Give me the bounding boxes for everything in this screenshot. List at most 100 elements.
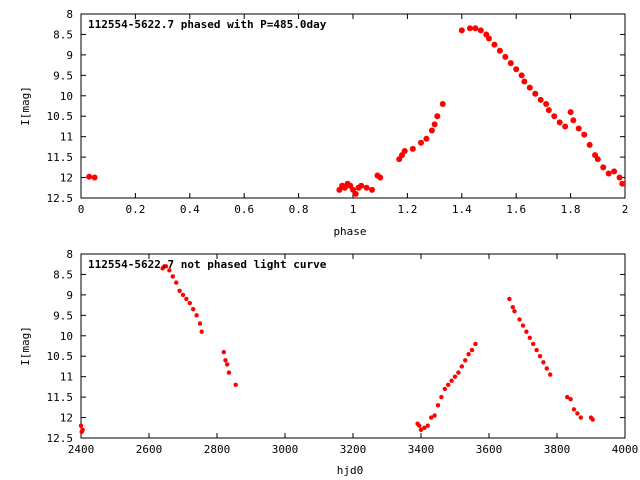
unphased-data-point [184,296,189,302]
phased-data-point [434,113,441,120]
unphased-data-point [469,347,475,353]
unphased-data-point [442,386,447,392]
unphased-data-point [177,288,182,293]
phased-data-point [86,173,93,180]
unphased-data-point [473,341,478,347]
unphased-x-tick-label: 2400 [68,443,95,456]
phased-data-point [513,66,520,73]
unphased-data-point [527,335,532,341]
unphased-data-point [466,351,471,357]
unphased-y-tick-label: 8.5 [53,268,73,281]
unphased-data-point [221,349,226,355]
phased-data-point [586,141,593,148]
unphased-y-tick-label: 8 [66,248,73,261]
unphased-y-tick-label: 12.5 [47,432,74,445]
unphased-x-tick-label: 3000 [272,443,299,456]
unphased-data-point [432,413,437,418]
phased-data-point [409,145,416,152]
unphased-data-point [578,415,583,420]
unphased-data-points [78,264,595,435]
unphased-x-tick-label: 3400 [408,443,435,456]
phased-data-point [401,147,408,154]
unphased-data-point [233,382,238,388]
phased-data-point [458,27,465,34]
unphased-data-point [417,423,422,428]
phased-data-point [369,186,376,193]
phased-data-point [507,60,514,67]
unphased-data-point [174,280,179,285]
phased-data-point [496,47,503,54]
unphased-data-point [425,423,430,428]
unphased-data-point [459,364,464,369]
unphased-data-point [507,296,512,302]
phased-data-point [575,125,582,132]
unphased-data-point [512,309,517,314]
phased-data-point [363,184,370,191]
unphased-data-point [435,403,441,408]
phased-data-point [611,168,618,175]
unphased-data-point [590,417,595,422]
phased-plot: 0 0.2 0.4 0.6 0.8 1 1.2 1.4 1.6 1.8 2 8 8.5 9 9.5 10 10… [19,8,628,238]
unphased-data-point [541,360,546,365]
unphased-x-ticks: 2400 2600 2800 3000 3200 3400 3600 3800 4000 [68,254,638,456]
unphased-data-point [565,394,570,400]
unphased-plot-title: 112554-5622.7 not phased light curve [88,258,327,271]
phased-data-point [428,127,435,134]
phased-x-tick-label: 0.2 [125,203,145,216]
phased-y-tick-label: 11.5 [47,151,74,164]
phased-data-point [91,174,98,181]
unphased-y-axis-label: I[mag] [19,326,32,366]
unphased-x-tick-label: 2800 [204,443,231,456]
phased-x-ticks: 0 0.2 0.4 0.6 0.8 1 1.2 1.4 1.6 1.8 2 [78,14,628,216]
unphased-y-tick-label: 10.5 [47,350,74,363]
unphased-y-tick-label: 10 [60,330,73,343]
unphased-data-point [510,304,515,310]
phased-x-tick-label: 0 [78,203,85,216]
unphased-data-point [531,341,536,347]
phased-x-axis-label: phase [333,225,366,238]
phased-data-point [439,100,446,107]
phased-x-tick-label: 1.4 [452,203,472,216]
unphased-data-point [223,358,228,363]
unphased-data-point [422,425,427,430]
phased-y-tick-label: 9.5 [53,69,73,82]
unphased-data-point [78,423,84,428]
unphased-data-point [191,307,196,312]
phased-data-point [605,170,612,177]
unphased-y-ticks: 8 8.5 9 9.5 10 10.5 11 11.5 12 12.5 [47,248,625,445]
unphased-data-point [575,411,580,416]
unphased-data-point [520,323,526,328]
phased-data-point [570,117,577,124]
unphased-x-tick-label: 3600 [476,443,503,456]
phased-plot-frame [80,13,626,199]
phased-y-tick-label: 8 [66,8,73,21]
unphased-data-point [537,354,543,359]
phased-data-point [537,96,544,103]
phased-y-tick-label: 10.5 [47,110,74,123]
unphased-data-point [226,370,232,375]
unphased-data-point [463,358,468,363]
phased-x-tick-label: 1 [350,203,357,216]
phased-data-point [358,182,365,189]
unphased-data-point [446,382,451,388]
phased-x-tick-label: 0.6 [234,203,254,216]
phased-data-point [472,25,479,32]
unphased-data-point [524,329,529,334]
phased-data-point [466,25,473,32]
unphased-data-point [429,415,434,420]
phased-data-point [545,107,552,114]
phased-data-point [551,113,558,120]
phased-y-tick-label: 10 [60,90,73,103]
unphased-data-point [187,300,192,306]
unphased-plot-frame [80,253,626,439]
phased-x-tick-label: 1.6 [506,203,526,216]
phased-data-point [418,139,424,146]
unphased-data-point [167,268,172,273]
unphased-plot: 2400 2600 2800 3000 3200 3400 3600 3800 4000 8 8.… [19,248,638,477]
phased-y-tick-label: 12.5 [47,192,74,205]
phased-data-point [377,174,384,181]
phased-data-point [619,180,626,187]
unphased-data-point [225,362,230,367]
phased-data-point [600,164,607,171]
